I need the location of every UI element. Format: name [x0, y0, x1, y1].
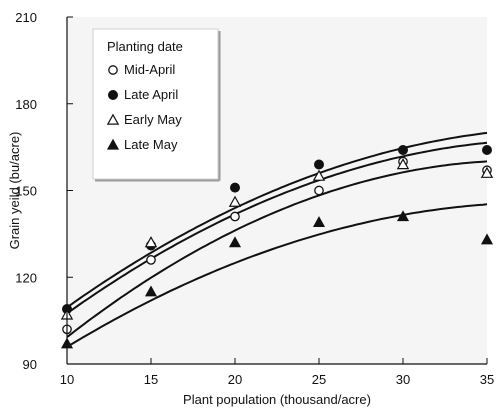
data-point: [482, 145, 492, 156]
legend-entry: Mid-April: [124, 62, 175, 77]
fit-curves: [66, 131, 488, 348]
legend-marker: [106, 138, 120, 150]
legend-marker: [108, 90, 118, 100]
data-point: [314, 159, 324, 170]
data-point: [312, 169, 326, 181]
fit-curve: [66, 203, 488, 348]
data-point: [228, 236, 242, 248]
data-point: [396, 158, 410, 170]
x-tick-label: 20: [228, 372, 242, 387]
x-tick-label: 10: [60, 372, 74, 387]
axes: 90 120 150 180 210 10 15 20 25 30 35: [15, 10, 494, 387]
fit-curve: [66, 141, 488, 315]
legend: Planting date Mid-April Late April Early M…: [92, 28, 221, 182]
legend-entry: Late May: [124, 137, 178, 152]
y-axis-title: Grain yeild (bu/acre): [7, 132, 22, 250]
y-tick-label: 210: [15, 10, 37, 25]
legend-entry: Early May: [124, 112, 182, 127]
data-point: [396, 210, 410, 222]
y-tick-label: 150: [15, 184, 37, 199]
y-tick-label: 180: [15, 97, 37, 112]
legend-entry: Late April: [124, 87, 178, 102]
x-tick-label: 15: [144, 372, 158, 387]
x-tick-label: 30: [396, 372, 410, 387]
data-point: [480, 166, 494, 178]
x-tick-label: 35: [480, 372, 494, 387]
x-axis-title: Plant population (thousand/acre): [183, 392, 371, 407]
fit-curve: [66, 131, 488, 309]
legend-marker: [108, 65, 118, 75]
data-point: [314, 185, 324, 196]
data-point: [398, 145, 408, 156]
x-tick-label: 25: [312, 372, 326, 387]
data-point: [228, 195, 242, 207]
fit-curve: [66, 160, 488, 338]
data-point: [312, 216, 326, 227]
data-point: [144, 285, 158, 297]
legend-marker: [106, 113, 120, 125]
data-point: [144, 236, 158, 248]
data-point: [480, 233, 494, 245]
legend-title: Planting date: [107, 39, 183, 54]
y-tick-label: 90: [23, 357, 37, 372]
y-tick-label: 120: [15, 270, 37, 285]
data-point: [230, 211, 240, 222]
data-point: [146, 255, 156, 265]
legend-box: [92, 28, 219, 180]
data-point: [230, 182, 240, 193]
